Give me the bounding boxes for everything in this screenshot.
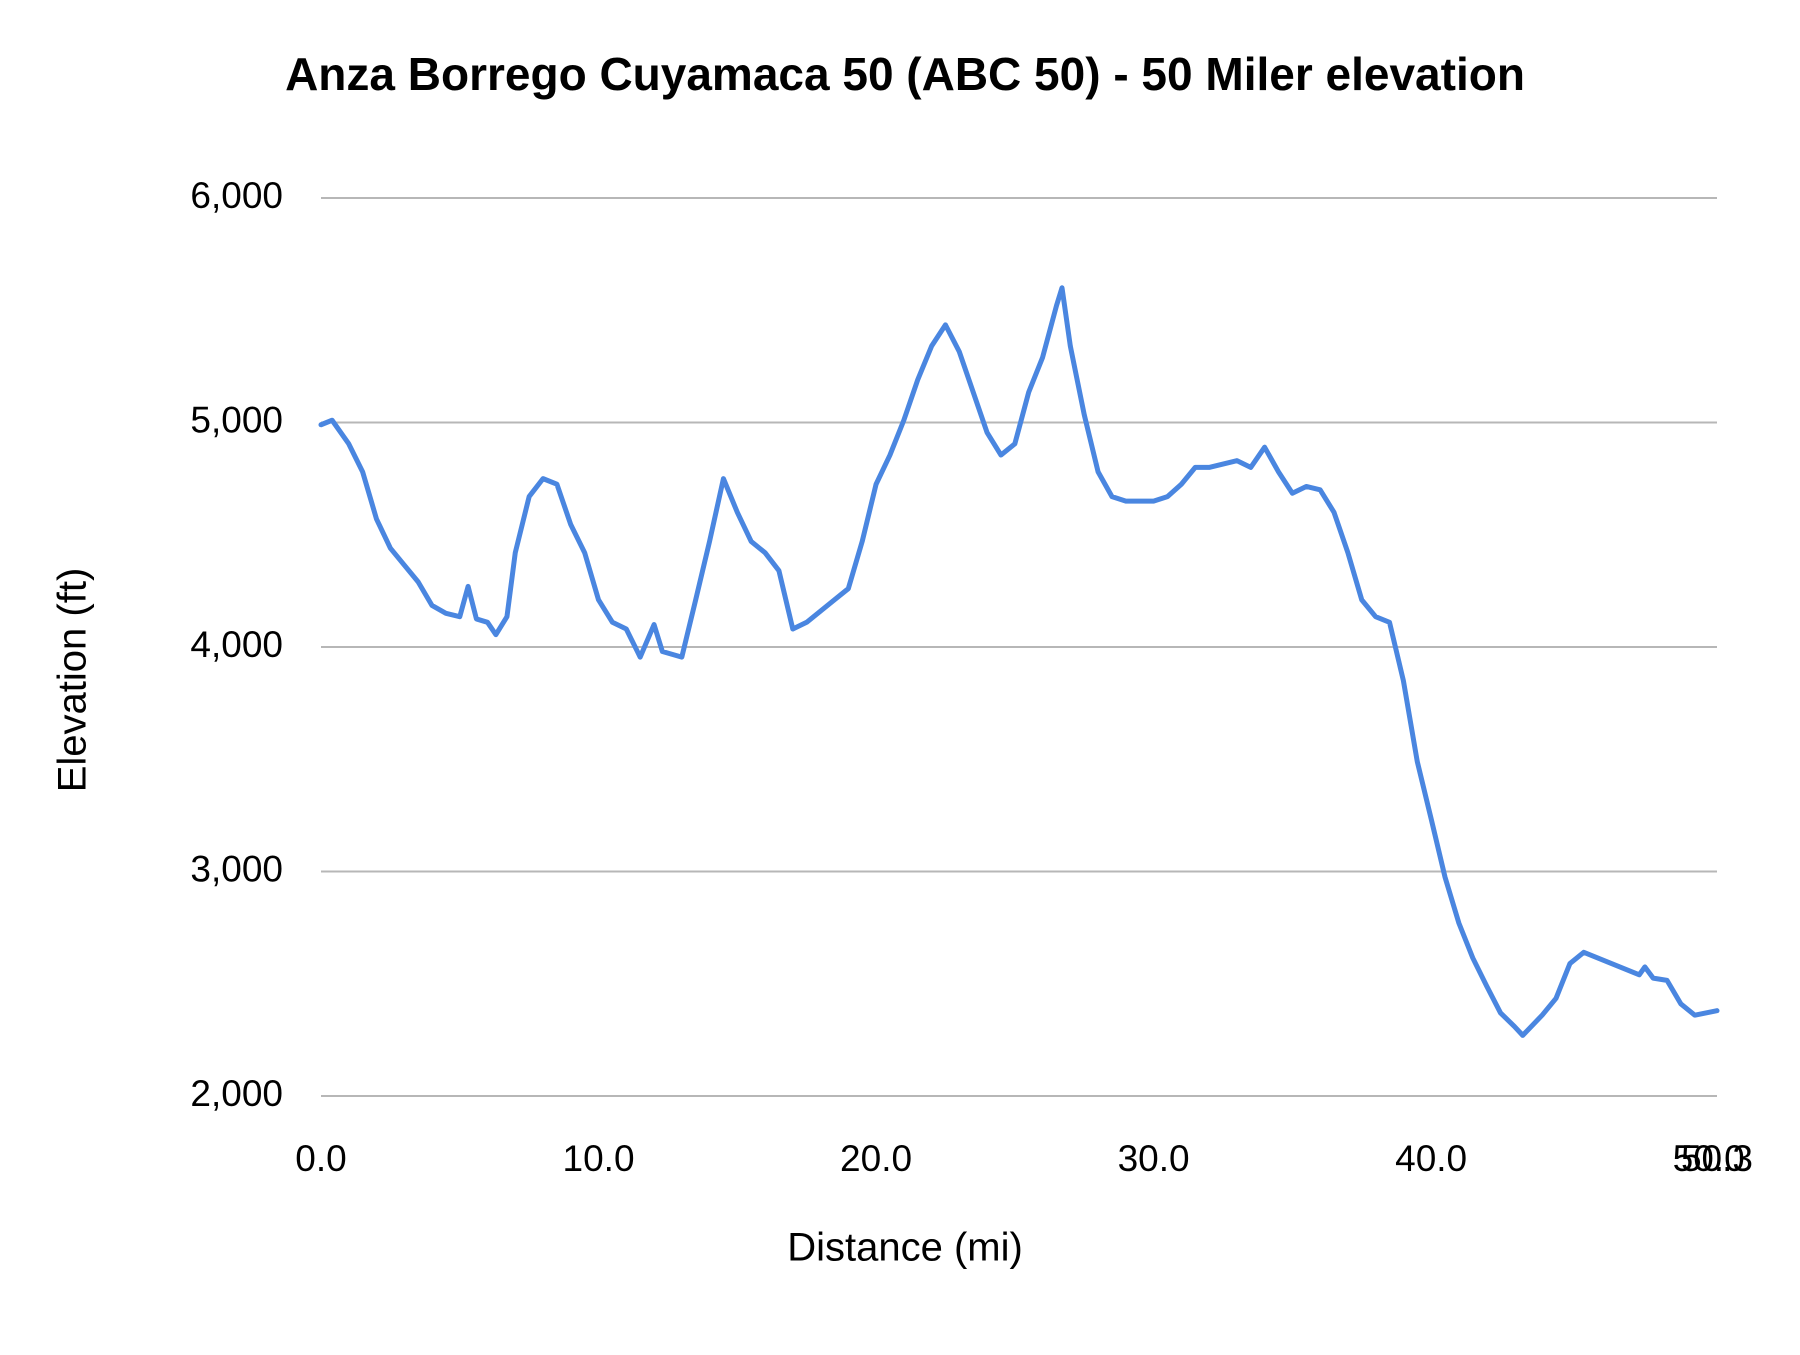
y-tick-label: 5,000 xyxy=(190,399,283,440)
y-axis-title: Elevation (ft) xyxy=(51,568,95,793)
x-tick-label: 50.0 xyxy=(1673,1138,1745,1179)
x-tick-label: 40.0 xyxy=(1395,1138,1467,1179)
x-tick-label: 50.3 xyxy=(1681,1138,1753,1179)
y-tick-label: 4,000 xyxy=(190,624,283,665)
x-tick-label: 20.0 xyxy=(840,1138,912,1179)
x-tick-label: 10.0 xyxy=(563,1138,635,1179)
y-tick-label: 3,000 xyxy=(190,848,283,889)
x-tick-label: 30.0 xyxy=(1118,1138,1190,1179)
y-tick-label: 2,000 xyxy=(190,1073,283,1114)
y-tick-label: 6,000 xyxy=(190,175,283,216)
x-axis-title: Distance (mi) xyxy=(787,1226,1023,1270)
chart-title: Anza Borrego Cuyamaca 50 (ABC 50) - 50 M… xyxy=(285,48,1525,100)
elevation-line xyxy=(318,285,1720,1038)
x-tick-label: 0.0 xyxy=(295,1138,346,1179)
